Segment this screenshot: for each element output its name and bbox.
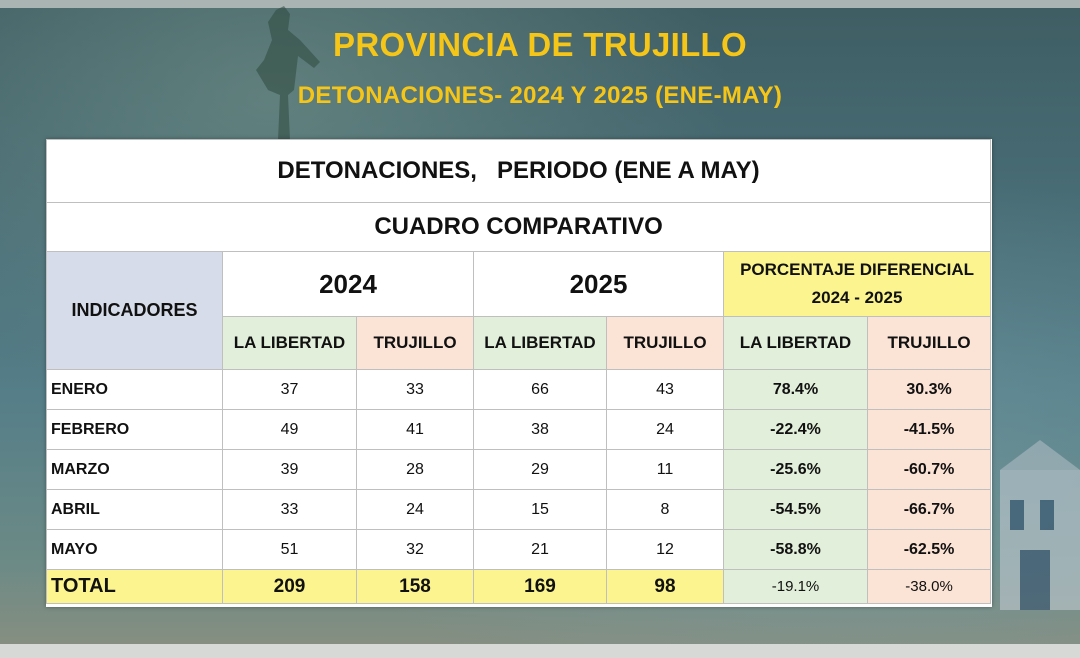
total-label: TOTAL [46, 569, 223, 604]
row-label: ABRIL [46, 489, 223, 530]
cell-ll-pct: -54.5% [723, 489, 868, 530]
total-tr-2024: 158 [356, 569, 474, 604]
col-trujillo-2024: TRUJILLO [356, 316, 474, 370]
row-label: FEBRERO [46, 409, 223, 450]
percentage-header-line1: PORCENTAJE DIFERENCIAL [740, 260, 974, 279]
percentage-header: PORCENTAJE DIFERENCIAL 2024 - 2025 [722, 251, 992, 317]
cell-tr-2024: 28 [356, 449, 474, 490]
cell-ll-2024: 51 [222, 529, 357, 570]
cell-tr-2025: 43 [606, 369, 724, 410]
indicators-header: INDICADORES [46, 251, 223, 370]
building-silhouette [1000, 440, 1080, 610]
cell-tr-2024: 33 [356, 369, 474, 410]
row-label: MAYO [46, 529, 223, 570]
total-tr-2025: 98 [606, 569, 724, 604]
total-ll-pct: -19.1% [723, 569, 868, 604]
top-edge-bar [0, 0, 1080, 8]
cell-ll-2025: 21 [473, 529, 607, 570]
cell-ll-pct: 78.4% [723, 369, 868, 410]
year-2024-header: 2024 [222, 251, 474, 317]
table-row: MARZO 39 28 29 11 -25.6% -60.7% [46, 449, 992, 490]
cell-tr-2025: 11 [606, 449, 724, 490]
cell-tr-2025: 8 [606, 489, 724, 530]
bottom-edge-bar [0, 644, 1080, 658]
cell-ll-2025: 15 [473, 489, 607, 530]
cell-ll-2024: 37 [222, 369, 357, 410]
cell-tr-pct: -62.5% [866, 529, 992, 570]
total-ll-2024: 209 [222, 569, 357, 604]
cell-tr-2025: 24 [606, 409, 724, 450]
cell-tr-2024: 24 [356, 489, 474, 530]
cell-ll-2025: 29 [473, 449, 607, 490]
comparison-table: DETONACIONES, PERIODO (ENE A MAY) CUADRO… [45, 139, 992, 604]
table-row: ABRIL 33 24 15 8 -54.5% -66.7% [46, 489, 992, 530]
total-ll-2025: 169 [473, 569, 607, 604]
cell-ll-pct: -58.8% [723, 529, 868, 570]
cell-ll-2025: 38 [473, 409, 607, 450]
table-row: FEBRERO 49 41 38 24 -22.4% -41.5% [46, 409, 992, 450]
col-la-libertad-pct: LA LIBERTAD [723, 316, 868, 370]
cell-ll-2024: 39 [222, 449, 357, 490]
row-label: MARZO [46, 449, 223, 490]
year-2025-header: 2025 [473, 251, 724, 317]
col-trujillo-pct: TRUJILLO [866, 316, 992, 370]
col-la-libertad-2024: LA LIBERTAD [222, 316, 357, 370]
cell-ll-2025: 66 [473, 369, 607, 410]
percentage-header-line2: 2024 - 2025 [811, 288, 903, 307]
total-tr-pct: -38.0% [866, 569, 992, 604]
statue-silhouette [256, 6, 320, 140]
comparison-table-card: DETONACIONES, PERIODO (ENE A MAY) CUADRO… [45, 139, 992, 607]
cell-tr-2024: 32 [356, 529, 474, 570]
col-trujillo-2025: TRUJILLO [606, 316, 724, 370]
cell-tr-2025: 12 [606, 529, 724, 570]
cell-tr-pct: 30.3% [866, 369, 992, 410]
cell-ll-pct: -22.4% [723, 409, 868, 450]
cell-tr-pct: -60.7% [866, 449, 992, 490]
table-heading: DETONACIONES, PERIODO (ENE A MAY) [45, 139, 992, 203]
cell-tr-pct: -66.7% [866, 489, 992, 530]
row-label: ENERO [46, 369, 223, 410]
table-row: MAYO 51 32 21 12 -58.8% -62.5% [46, 529, 992, 570]
cell-ll-2024: 33 [222, 489, 357, 530]
total-row: TOTAL 209 158 169 98 -19.1% -38.0% [46, 569, 992, 604]
cell-ll-2024: 49 [222, 409, 357, 450]
col-la-libertad-2025: LA LIBERTAD [473, 316, 607, 370]
cell-tr-pct: -41.5% [866, 409, 992, 450]
cell-tr-2024: 41 [356, 409, 474, 450]
table-row: ENERO 37 33 66 43 78.4% 30.3% [46, 369, 992, 410]
table-subheading: CUADRO COMPARATIVO [45, 202, 992, 252]
cell-ll-pct: -25.6% [723, 449, 868, 490]
page-subtitle: DETONACIONES- 2024 Y 2025 (ENE-MAY) [297, 82, 783, 109]
page-title: PROVINCIA DE TRUJILLO [333, 26, 747, 63]
